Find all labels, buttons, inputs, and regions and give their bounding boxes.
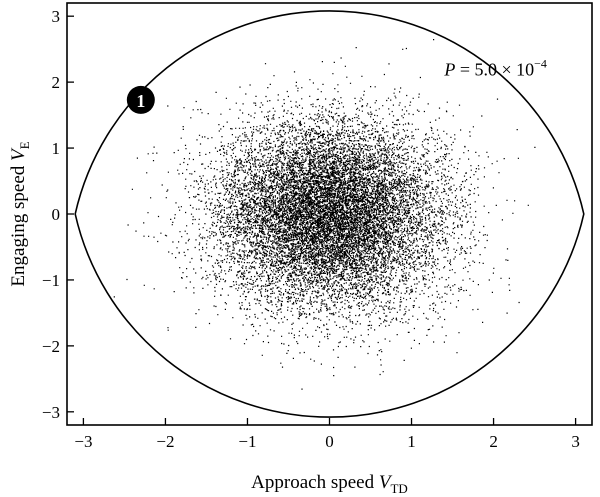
x-tick-label: 3 bbox=[571, 432, 580, 451]
y-axis-title: Engaging speed VE bbox=[8, 141, 32, 286]
y-tick-label: −2 bbox=[42, 337, 60, 356]
scatter-points bbox=[113, 39, 536, 390]
x-tick-label: 2 bbox=[489, 432, 498, 451]
annotation-value: = 5.0 × 10 bbox=[455, 60, 534, 80]
y-axis-title-sub: E bbox=[17, 141, 32, 149]
y-tick-label: 2 bbox=[52, 73, 61, 92]
annotation-variable: P bbox=[443, 60, 455, 80]
boundary-curve bbox=[74, 10, 585, 418]
x-tick-label: −2 bbox=[156, 432, 174, 451]
x-tick-label: 1 bbox=[407, 432, 416, 451]
x-axis-title-sub: TD bbox=[390, 481, 407, 496]
x-tick-label: −3 bbox=[74, 432, 92, 451]
x-axis-title-text: Approach speed bbox=[251, 472, 374, 493]
y-axis-title-var: V bbox=[8, 147, 29, 161]
y-tick-label: −1 bbox=[42, 271, 60, 290]
probability-annotation: P = 5.0 × 10−4 bbox=[443, 57, 547, 80]
annotation-exponent: −4 bbox=[534, 57, 547, 71]
scatter-point-cloud bbox=[113, 39, 536, 390]
x-tick-label: −1 bbox=[238, 432, 256, 451]
y-tick-label: 1 bbox=[52, 139, 61, 158]
marker-label: 1 bbox=[136, 91, 145, 111]
x-axis-title: Approach speed VTD bbox=[251, 472, 408, 496]
x-axis-ticks: −3 −2 −1 0 1 2 3 bbox=[74, 418, 580, 451]
circled-marker-1: 1 bbox=[126, 85, 155, 114]
x-tick-label: 0 bbox=[325, 432, 334, 451]
y-tick-label: 3 bbox=[52, 7, 61, 26]
y-axis-title-text: Engaging speed bbox=[8, 165, 29, 286]
y-axis-ticks: −3 −2 −1 0 1 2 3 bbox=[42, 7, 74, 422]
x-axis-title-var: V bbox=[379, 472, 393, 493]
y-tick-label: 0 bbox=[52, 205, 61, 224]
y-tick-label: −3 bbox=[42, 403, 60, 422]
